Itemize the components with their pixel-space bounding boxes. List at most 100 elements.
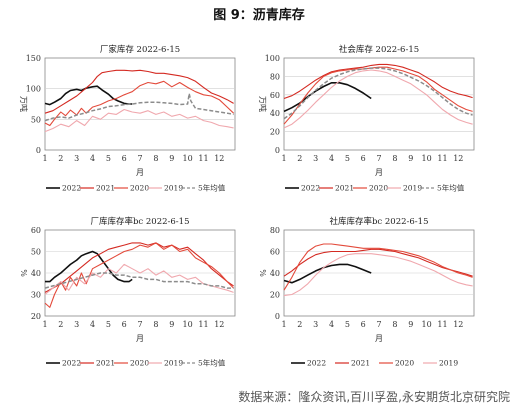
x-tick-label: 8 xyxy=(392,320,397,329)
legend-label: 2019 xyxy=(164,359,183,368)
legend-label: 2022 xyxy=(307,359,326,368)
x-tick-label: 10 xyxy=(183,154,193,163)
figure-title: 图 9：沥青库存 xyxy=(213,8,305,23)
x-tick-label: 7 xyxy=(138,154,143,163)
x-tick-label: 11 xyxy=(198,320,208,329)
y-tick-label: 150 xyxy=(26,54,41,63)
legend-label: 2020 xyxy=(395,359,414,368)
y-tick-label: 80 xyxy=(270,72,280,81)
y-tick-label: 60 xyxy=(31,226,41,235)
y-tick-label: 0 xyxy=(36,146,41,155)
x-tick-label: 9 xyxy=(169,154,174,163)
legend-label: 2019 xyxy=(439,359,458,368)
series-line-2020 xyxy=(44,80,234,127)
legend-label: 5年均值 xyxy=(198,358,226,368)
x-tick-label: 11 xyxy=(198,154,208,163)
legend-label: 2020 xyxy=(130,359,149,368)
legend-label: 2020 xyxy=(130,184,149,193)
y-tick-label: 50 xyxy=(31,115,41,124)
series-line-2019 xyxy=(44,108,234,133)
chart-title: 厂家库存 2022-6-15 xyxy=(100,44,180,55)
series-line-2019 xyxy=(44,263,234,295)
legend-label: 2021 xyxy=(335,184,354,193)
x-axis-label: 月 xyxy=(375,334,383,343)
x-tick-label: 9 xyxy=(408,154,413,163)
x-tick-label: 6 xyxy=(361,320,366,329)
y-tick-label: 30 xyxy=(31,291,41,300)
x-tick-label: 7 xyxy=(138,320,143,329)
x-tick-label: 9 xyxy=(169,320,174,329)
y-tick-label: 20 xyxy=(270,291,280,300)
plot-area xyxy=(44,57,236,151)
y-tick-label: 80 xyxy=(270,226,280,235)
x-tick-label: 6 xyxy=(122,320,127,329)
legend-label: 2021 xyxy=(96,359,115,368)
series-line-2022 xyxy=(44,85,133,106)
x-tick-label: 4 xyxy=(90,320,95,329)
y-tick-label: 40 xyxy=(270,269,280,278)
x-tick-label: 1 xyxy=(42,320,47,329)
x-tick-label: 8 xyxy=(392,154,397,163)
x-tick-label: 8 xyxy=(153,320,158,329)
x-tick-label: 8 xyxy=(153,154,158,163)
series-line-2019 xyxy=(283,69,473,129)
x-tick-label: 3 xyxy=(313,320,318,329)
x-tick-label: 2 xyxy=(58,154,63,163)
y-tick-label: 0 xyxy=(275,146,280,155)
y-tick-label: 50 xyxy=(31,248,41,257)
series-line-2020 xyxy=(44,242,234,308)
x-tick-label: 1 xyxy=(42,154,47,163)
y-axis-label: % xyxy=(19,269,28,277)
series-line-2019 xyxy=(283,253,473,297)
legend-label: 2021 xyxy=(96,184,115,193)
x-tick-label: 12 xyxy=(214,154,224,163)
x-tick-label: 4 xyxy=(90,154,95,163)
x-tick-label: 7 xyxy=(377,154,382,163)
x-tick-label: 12 xyxy=(214,320,224,329)
x-tick-label: 3 xyxy=(313,154,318,163)
plot-area xyxy=(283,57,475,151)
chart-title: 社库库存率bc 2022-6-15 xyxy=(329,216,428,227)
x-tick-label: 3 xyxy=(74,320,79,329)
x-axis-label: 月 xyxy=(375,168,383,177)
x-tick-label: 10 xyxy=(183,320,193,329)
x-tick-label: 11 xyxy=(437,154,447,163)
y-tick-label: 100 xyxy=(26,85,41,94)
x-tick-label: 12 xyxy=(453,154,463,163)
series-line-2022 xyxy=(45,250,133,283)
series-line-2020 xyxy=(283,243,473,291)
y-tick-label: 60 xyxy=(270,91,280,100)
series-line-2021 xyxy=(44,242,234,293)
y-tick-label: 20 xyxy=(270,128,280,137)
series-line-2022 xyxy=(283,263,372,284)
series-line-avg5 xyxy=(283,67,473,120)
x-axis-label: 月 xyxy=(136,168,144,177)
series-line-2021 xyxy=(283,63,473,100)
series-line-2021 xyxy=(283,248,473,277)
x-axis-label: 月 xyxy=(136,334,144,343)
x-tick-label: 5 xyxy=(345,320,350,329)
y-tick-label: 0 xyxy=(275,312,280,321)
y-tick-label: 40 xyxy=(31,269,41,278)
x-tick-label: 11 xyxy=(437,320,447,329)
x-tick-label: 10 xyxy=(422,154,432,163)
x-tick-label: 2 xyxy=(297,320,302,329)
x-tick-label: 4 xyxy=(329,154,334,163)
y-axis-label: % xyxy=(258,269,267,277)
x-tick-label: 3 xyxy=(74,154,79,163)
legend-label: 5年均值 xyxy=(198,183,226,193)
y-axis-label: 万吨 xyxy=(19,96,29,112)
x-tick-label: 1 xyxy=(281,320,286,329)
x-tick-label: 6 xyxy=(122,154,127,163)
series-line-2020 xyxy=(283,66,473,125)
series-line-2022 xyxy=(283,82,372,113)
x-tick-label: 2 xyxy=(58,320,63,329)
x-tick-label: 5 xyxy=(106,154,111,163)
legend-label: 2019 xyxy=(403,184,422,193)
x-tick-label: 7 xyxy=(377,320,382,329)
legend-label: 2020 xyxy=(369,184,388,193)
x-tick-label: 10 xyxy=(422,320,432,329)
